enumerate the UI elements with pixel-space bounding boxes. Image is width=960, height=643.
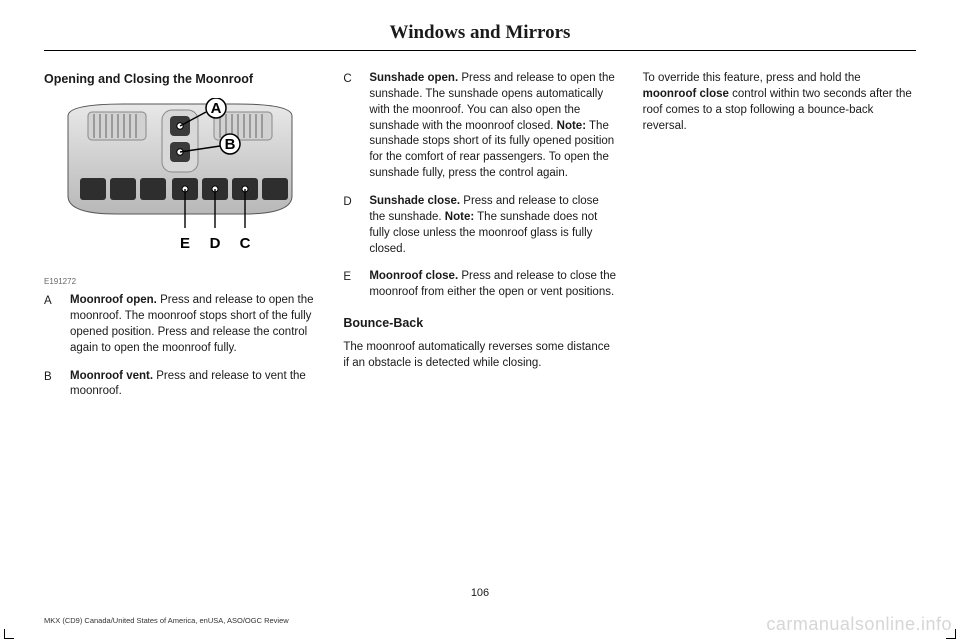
override-paragraph: To override this feature, press and hold… — [643, 71, 916, 134]
bounce-back-text: The moonroof automatically reverses some… — [343, 340, 616, 372]
grille-left — [88, 112, 146, 140]
crop-tick-bl — [4, 629, 14, 639]
item-letter: A — [44, 293, 70, 310]
item-lead: Sunshade open. — [369, 72, 458, 84]
item-lead: Moonroof close. — [369, 270, 458, 282]
item-body: Sunshade close. Press and release to clo… — [369, 194, 616, 257]
label-e: E — [180, 235, 190, 252]
label-a: A — [211, 100, 222, 117]
item-note-lead: Note: — [445, 211, 474, 223]
page-header: Windows and Mirrors — [44, 22, 916, 44]
item-letter: C — [343, 71, 369, 88]
item-lead: Moonroof open. — [70, 294, 157, 306]
label-b: B — [225, 136, 236, 153]
footer-doc-line: MKX (CD9) Canada/United States of Americ… — [44, 616, 289, 625]
item-letter: E — [343, 269, 369, 286]
diagram-id: E191272 — [44, 276, 317, 287]
label-c: C — [240, 235, 251, 252]
item-body: Moonroof close. Press and release to clo… — [369, 269, 616, 301]
item-letter: D — [343, 194, 369, 211]
page-number: 106 — [0, 587, 960, 599]
item-note-lead: Note: — [557, 120, 586, 132]
item-body: Moonroof vent. Press and release to vent… — [70, 369, 317, 401]
item-lead: Moonroof vent. — [70, 370, 153, 382]
watermark: carmanualsonline.info — [766, 614, 952, 635]
diagram-wrap: A B C — [44, 98, 317, 287]
subheading-moonroof: Opening and Closing the Moonroof — [44, 71, 317, 88]
subheading-bounce-back: Bounce-Back — [343, 315, 616, 332]
item-letter: B — [44, 369, 70, 386]
item-a: A Moonroof open. Press and release to op… — [44, 293, 317, 356]
column-3: To override this feature, press and hold… — [643, 71, 916, 412]
header-rule — [44, 50, 916, 51]
columns: Opening and Closing the Moonroof — [44, 71, 916, 412]
item-d: D Sunshade close. Press and release to c… — [343, 194, 616, 257]
item-body: Sunshade open. Press and release to open… — [369, 71, 616, 182]
para-bold: moonroof close — [643, 88, 729, 100]
column-1: Opening and Closing the Moonroof — [44, 71, 317, 412]
item-e: E Moonroof close. Press and release to c… — [343, 269, 616, 301]
para-pre: To override this feature, press and hold… — [643, 72, 861, 84]
crop-tick-br — [946, 629, 956, 639]
page: Windows and Mirrors Opening and Closing … — [0, 0, 960, 643]
page-title: Windows and Mirrors — [44, 22, 916, 44]
item-c: C Sunshade open. Press and release to op… — [343, 71, 616, 182]
item-b: B Moonroof vent. Press and release to ve… — [44, 369, 317, 401]
label-d: D — [210, 235, 221, 252]
moonroof-diagram: A B C — [44, 98, 316, 268]
item-lead: Sunshade close. — [369, 195, 460, 207]
column-2: C Sunshade open. Press and release to op… — [343, 71, 616, 412]
item-body: Moonroof open. Press and release to open… — [70, 293, 317, 356]
